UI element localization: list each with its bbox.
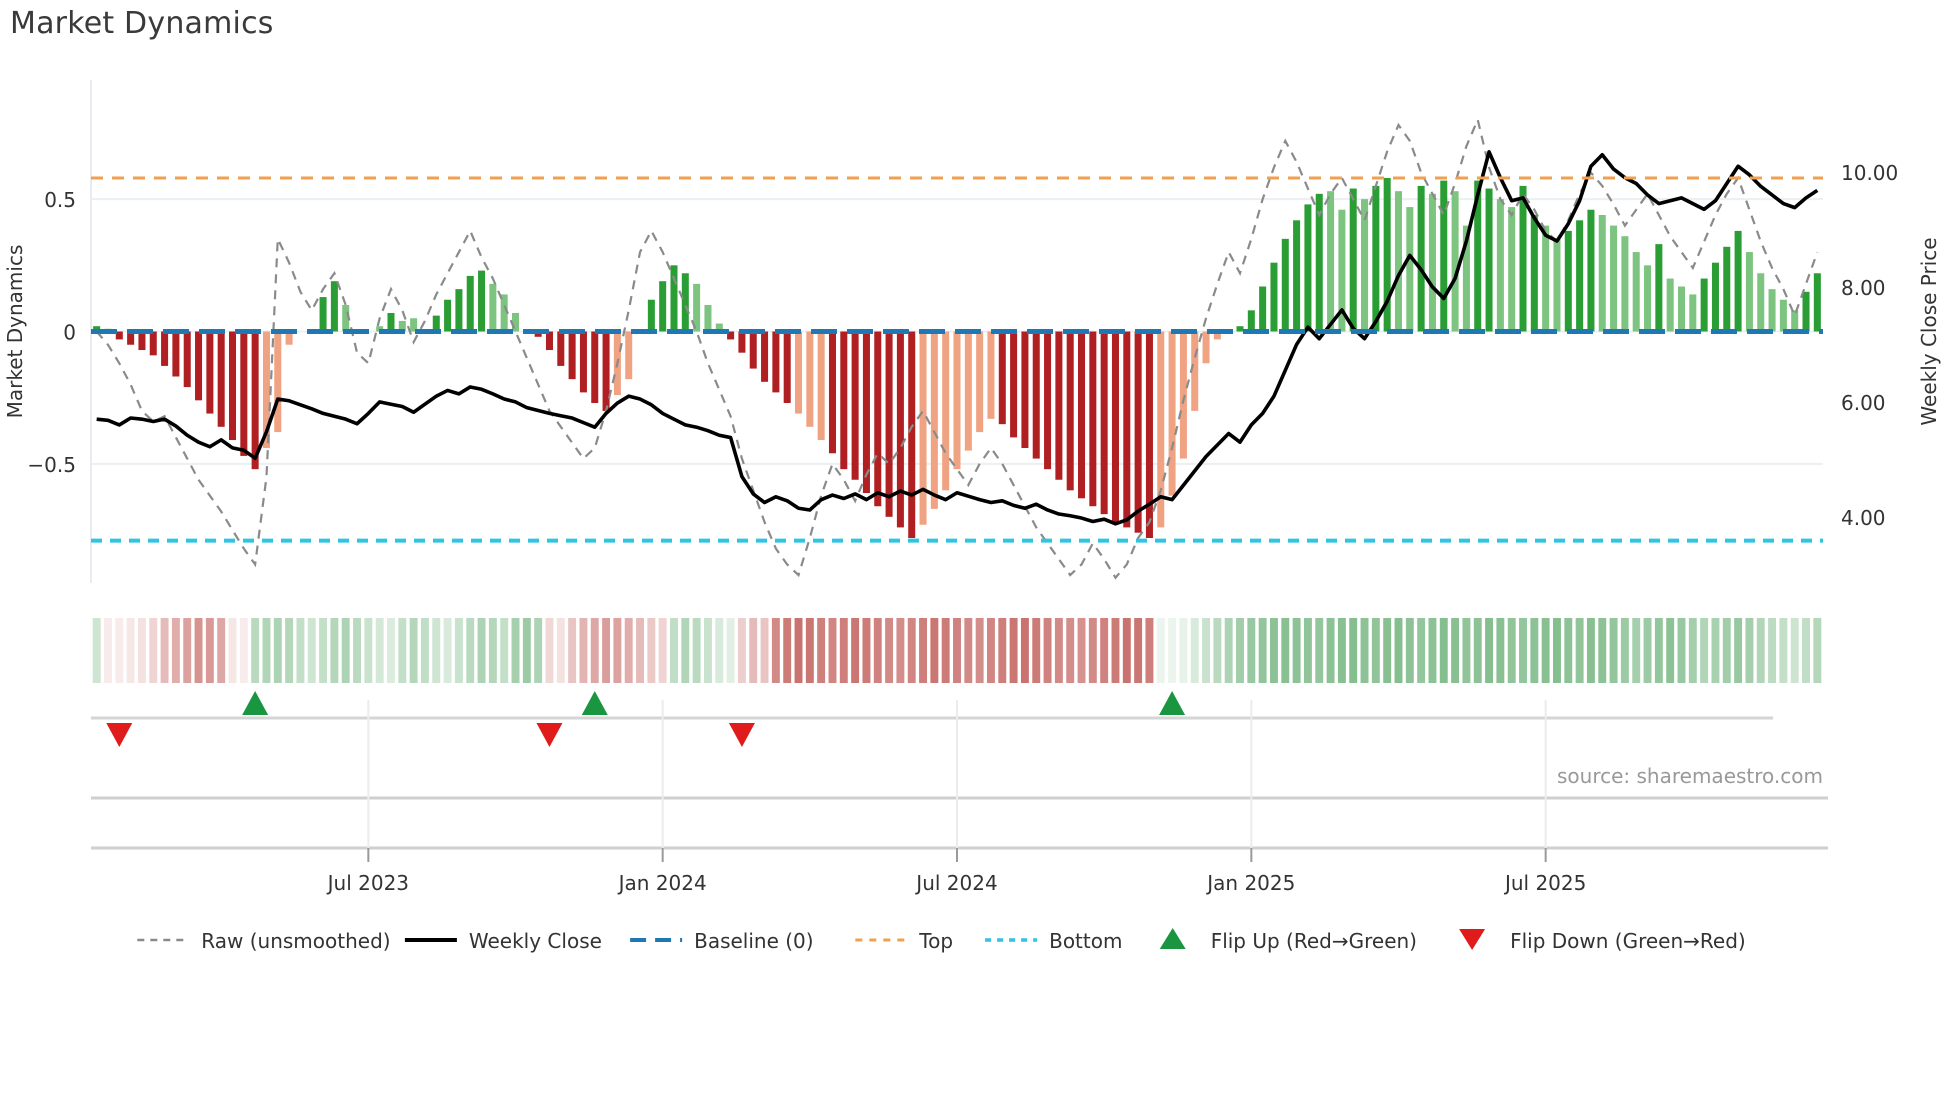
legend-item: Flip Down (Green→Red) — [1459, 929, 1746, 953]
legend-label: Flip Down (Green→Red) — [1510, 929, 1746, 953]
legend-label: Flip Up (Red→Green) — [1211, 929, 1417, 953]
svg-text:0.5: 0.5 — [44, 188, 76, 212]
axes: 0.5 0 −0.5 10.00 8.00 6.00 4.00 Market Dynamics… — [3, 161, 1941, 895]
svg-text:10.00: 10.00 — [1841, 161, 1898, 185]
svg-text:Jul 2023: Jul 2023 — [326, 871, 409, 895]
flip-markers — [91, 691, 1828, 850]
legend-label: Baseline (0) — [694, 929, 813, 953]
dynamics-bars — [93, 177, 1821, 538]
legend-item: Flip Up (Red→Green) — [1159, 928, 1417, 953]
legend-label: Top — [918, 929, 953, 953]
svg-text:6.00: 6.00 — [1841, 391, 1886, 415]
svg-text:8.00: 8.00 — [1841, 276, 1886, 300]
series-lines — [95, 116, 1819, 580]
svg-text:0: 0 — [63, 321, 76, 345]
svg-text:source: sharemaestro.com: source: sharemaestro.com — [1557, 764, 1823, 788]
legend-label: Bottom — [1049, 929, 1122, 953]
svg-text:Market Dynamics: Market Dynamics — [3, 245, 27, 419]
regime-heatmap — [92, 618, 1822, 683]
legend-label: Weekly Close — [469, 929, 602, 953]
svg-text:Jan 2025: Jan 2025 — [1205, 871, 1295, 895]
legend-item: Weekly Close — [404, 929, 602, 953]
svg-text:Jul 2024: Jul 2024 — [914, 871, 997, 895]
chart-legend: Raw (unsmoothed) Weekly Close Baseline (0)… — [137, 928, 1746, 953]
svg-text:4.00: 4.00 — [1841, 506, 1886, 530]
legend-item: Bottom — [985, 929, 1122, 953]
reference-lines — [91, 176, 1823, 543]
svg-text:Jan 2024: Jan 2024 — [617, 871, 707, 895]
legend-item: Baseline (0) — [630, 929, 814, 953]
svg-text:−0.5: −0.5 — [27, 453, 76, 477]
legend-label: Raw (unsmoothed) — [201, 929, 390, 953]
svg-text:Weekly Close Price: Weekly Close Price — [1917, 237, 1941, 425]
svg-text:Jul 2025: Jul 2025 — [1503, 871, 1586, 895]
legend-item: Top — [855, 929, 953, 953]
legend-item: Raw (unsmoothed) — [137, 929, 391, 953]
page-title: Market Dynamics — [10, 6, 274, 41]
